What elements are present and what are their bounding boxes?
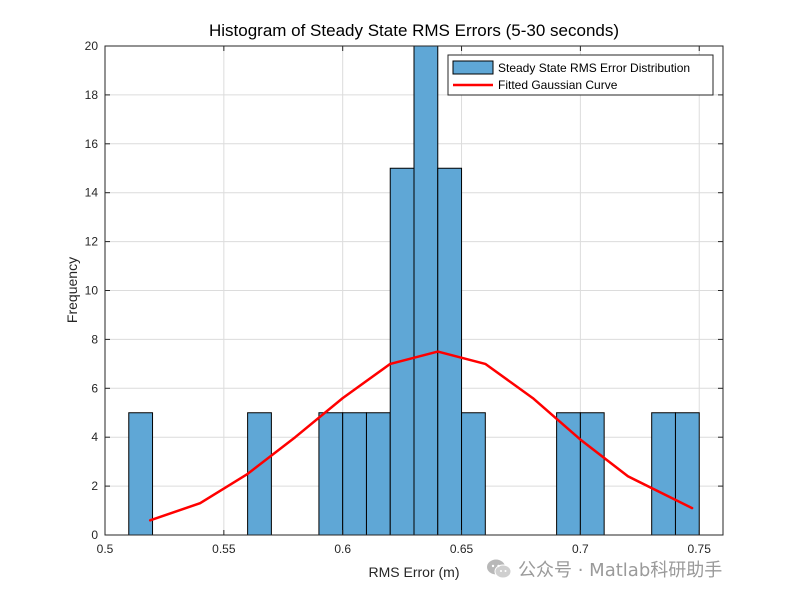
y-tick-label: 14 [85,186,99,200]
gaussian-curve-line [148,350,694,522]
histogram-bar [247,412,272,536]
legend: Steady State RMS Error Distribution Fitte… [447,54,714,96]
y-tick-label: 0 [91,528,98,542]
watermark-text: 公众号 · Matlab科研助手 [518,560,723,581]
histogram-bar [674,412,700,536]
histogram-bar [651,412,676,536]
x-axis-label: RMS Error (m) [369,564,460,580]
histogram-bar [413,45,439,536]
x-tick-label: 0.6 [334,542,351,556]
y-tick-label: 18 [85,88,99,102]
histogram-bar [579,412,605,536]
x-tick-label: 0.5 [97,542,114,556]
histogram-bar [389,167,415,536]
x-tick-label: 0.65 [450,542,474,556]
plot-area: 0.5 0.55 0.6 0.65 0.7 0.75 0 2 4 6 8 10 12 14 16 18 20 St… [85,39,724,556]
y-tick-label: 8 [91,332,98,346]
histogram-bar [318,412,344,536]
y-tick-label: 10 [85,284,99,298]
chart-title: Histogram of Steady State RMS Errors (5-… [209,21,619,40]
legend-label-curve: Fitted Gaussian Curve [498,78,618,92]
histogram-bar [556,412,581,536]
y-axis-label: Frequency [64,257,80,323]
y-tick-label: 2 [91,479,98,493]
y-tick-label: 6 [91,381,98,395]
y-tick-label: 4 [91,430,98,444]
wechat-icon [487,559,512,579]
histogram-bar [342,412,367,536]
histogram-bar [365,412,391,536]
histogram-bar [128,412,154,536]
legend-swatch-histogram [452,60,494,75]
y-tick-label: 20 [85,39,99,53]
x-tick-label: 0.55 [212,542,236,556]
legend-label-histogram: Steady State RMS Error Distribution [498,61,690,75]
histogram-bar [461,412,486,536]
y-tick-label: 12 [85,235,99,249]
watermark: 公众号 · Matlab科研助手 [486,556,722,582]
x-tick-label: 0.75 [688,542,712,556]
y-tick-label: 16 [85,137,99,151]
x-tick-label: 0.7 [572,542,589,556]
